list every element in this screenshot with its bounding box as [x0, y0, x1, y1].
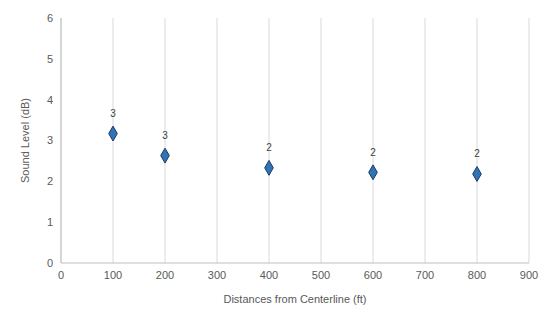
svg-text:1: 1: [47, 216, 53, 228]
svg-text:900: 900: [520, 269, 538, 281]
svg-text:200: 200: [156, 269, 174, 281]
svg-text:500: 500: [312, 269, 330, 281]
svg-text:2: 2: [474, 148, 480, 159]
svg-text:6: 6: [47, 12, 53, 24]
svg-text:5: 5: [47, 53, 53, 65]
svg-text:2: 2: [370, 147, 376, 158]
svg-text:400: 400: [260, 269, 278, 281]
svg-text:2: 2: [266, 142, 272, 153]
svg-text:0: 0: [58, 269, 64, 281]
svg-text:700: 700: [416, 269, 434, 281]
svg-text:Sound Level (dB): Sound Level (dB): [19, 98, 31, 183]
svg-text:600: 600: [364, 269, 382, 281]
svg-text:0: 0: [47, 257, 53, 269]
svg-text:3: 3: [47, 134, 53, 146]
svg-text:3: 3: [162, 130, 168, 141]
svg-text:800: 800: [468, 269, 486, 281]
svg-text:4: 4: [47, 94, 53, 106]
svg-text:100: 100: [104, 269, 122, 281]
svg-text:Distances from Centerline (ft): Distances from Centerline (ft): [223, 293, 366, 305]
svg-text:2: 2: [47, 175, 53, 187]
svg-text:3: 3: [110, 108, 116, 119]
svg-text:300: 300: [208, 269, 226, 281]
